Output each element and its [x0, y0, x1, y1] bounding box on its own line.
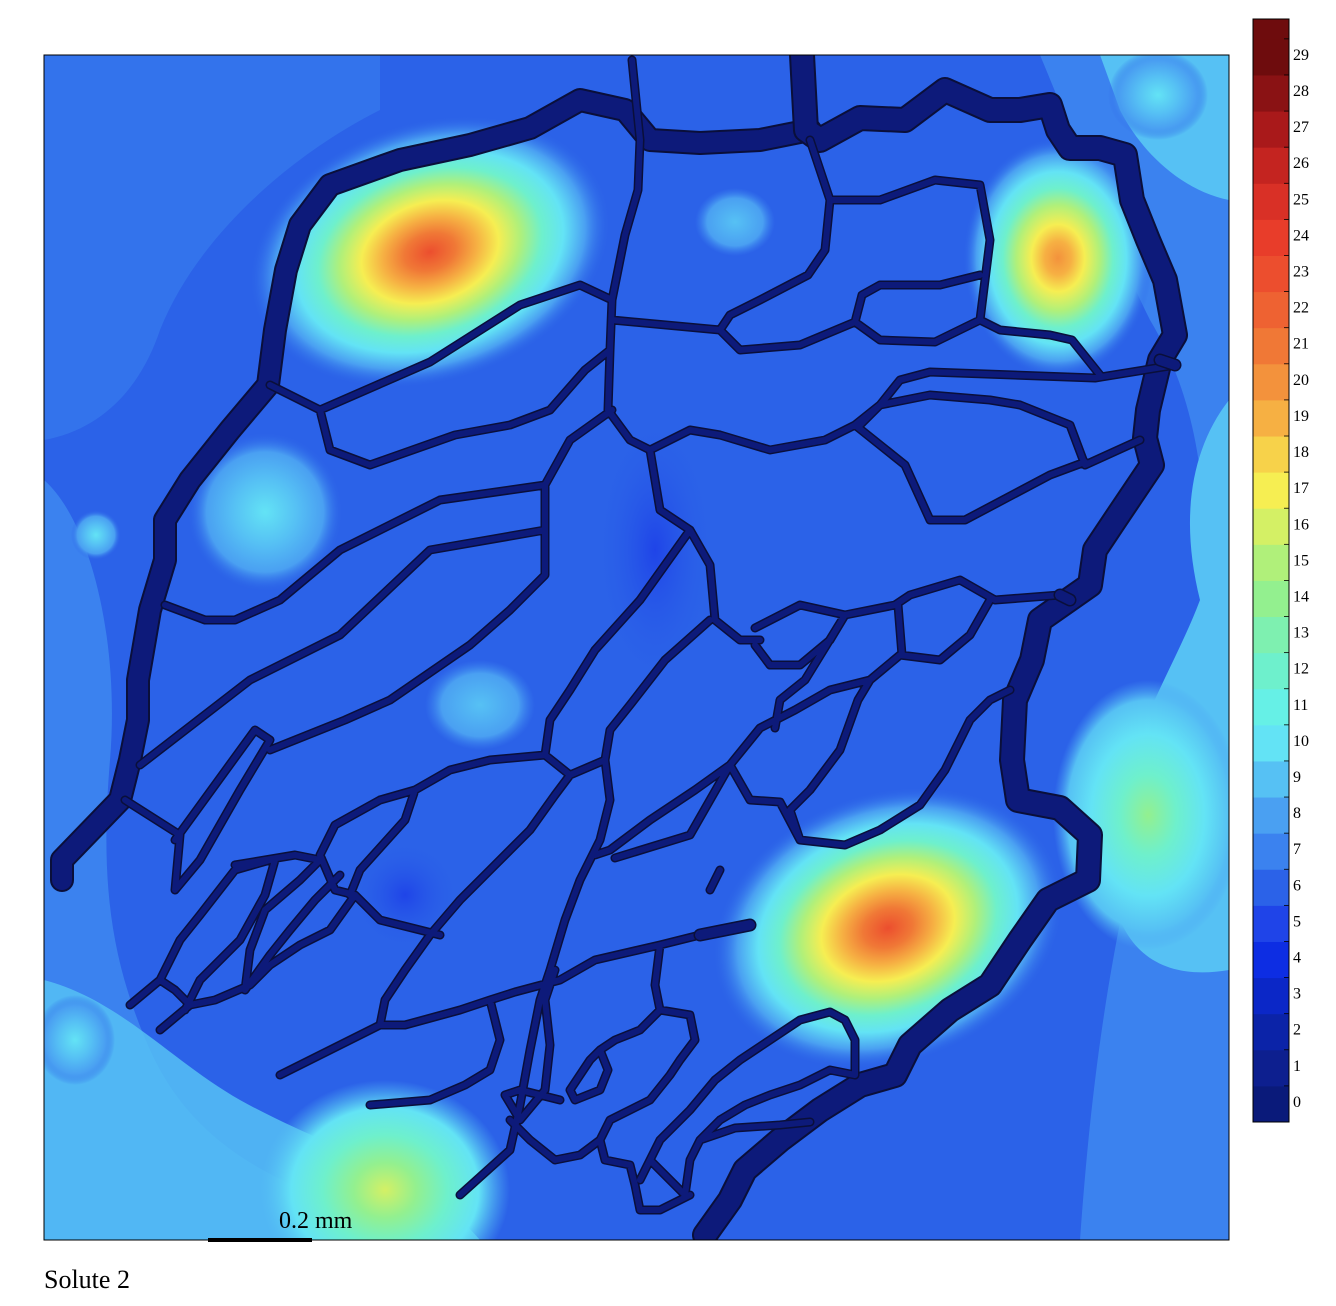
colorbar-tick-label: 13 — [1293, 625, 1309, 642]
bump-far-left — [71, 510, 121, 560]
colorbar-band — [1253, 291, 1289, 329]
colorbar-band — [1253, 941, 1289, 979]
bump-bottom-left-corner — [44, 995, 115, 1085]
colorbar-band — [1253, 905, 1289, 942]
caption: Solute 2 — [44, 1265, 130, 1294]
bump-top-center — [695, 188, 775, 256]
colorbar-band — [1253, 399, 1289, 437]
colorbar-tick-label: 3 — [1293, 986, 1301, 1003]
colorbar-band — [1253, 652, 1289, 690]
colorbar-band — [1253, 183, 1289, 220]
colorbar-tick-label: 24 — [1293, 227, 1309, 244]
colorbar-band — [1253, 688, 1289, 726]
scale-bar: 0.2 mm — [208, 1208, 353, 1242]
vessel-network — [50, 55, 1188, 1240]
colorbar-tick-label: 5 — [1293, 913, 1301, 930]
colorbar-band — [1253, 724, 1289, 762]
concentration-field — [44, 55, 1229, 1240]
colorbar-band — [1253, 111, 1289, 148]
colorbar-tick-label: 8 — [1293, 805, 1301, 822]
colorbar-tick-label: 20 — [1293, 372, 1309, 389]
colorbar-band — [1253, 38, 1289, 76]
colorbar-band — [1253, 74, 1289, 112]
colorbar-tick-label: 1 — [1293, 1058, 1301, 1075]
warm-bottom — [260, 1080, 510, 1240]
vessel-outer-thick — [50, 55, 1188, 1240]
colorbar-tick-label: 28 — [1293, 83, 1309, 100]
plot-frame — [43, 54, 1230, 1241]
colorbar-tick-label: 4 — [1293, 950, 1301, 967]
colorbar-tick-label: 29 — [1293, 47, 1309, 64]
colorbar-tick-label: 10 — [1293, 733, 1309, 750]
colorbar-band — [1253, 977, 1289, 1015]
vessel-inner-thin — [120, 55, 1182, 1215]
colorbar-band — [1253, 19, 1289, 40]
field-region-top-left — [44, 55, 380, 440]
colorbar-tick-label: 16 — [1293, 516, 1309, 533]
colorbar-band — [1253, 616, 1289, 654]
colorbar-tick-label: 17 — [1293, 480, 1309, 497]
colorbar-band — [1253, 544, 1289, 581]
bump-left — [187, 432, 343, 592]
colorbar-tick-label: 26 — [1293, 155, 1309, 172]
hotspot-top-right — [963, 138, 1153, 378]
colorbar-tick-label: 19 — [1293, 408, 1309, 425]
colorbar-tick-label: 18 — [1293, 444, 1309, 461]
colorbar-band — [1253, 833, 1289, 870]
colorbar-frame — [1252, 18, 1290, 1123]
colorbar-band — [1253, 436, 1289, 473]
colorbar-band — [1253, 580, 1289, 618]
colorbar-band — [1253, 1013, 1289, 1051]
bump-center — [425, 660, 535, 750]
colorbar-tick-label: 0 — [1293, 1094, 1301, 1111]
colorbar: 0123456789101112131415161718192021222324… — [1252, 18, 1309, 1123]
colorbar-band — [1253, 797, 1289, 834]
colorbar-band — [1253, 219, 1289, 256]
colorbar-band — [1253, 363, 1289, 401]
colorbar-tick-label: 6 — [1293, 877, 1301, 894]
colorbar-tick-label: 7 — [1293, 841, 1301, 858]
colorbar-tick-label: 27 — [1293, 119, 1309, 136]
colorbar-band — [1253, 760, 1289, 798]
colorbar-tick-label: 25 — [1293, 191, 1309, 208]
colorbar-band — [1253, 1049, 1289, 1087]
colorbar-band — [1253, 1085, 1289, 1123]
colorbar-tick-label: 22 — [1293, 300, 1309, 317]
colorbar-band — [1253, 472, 1289, 509]
scale-bar-label: 0.2 mm — [279, 1208, 353, 1234]
colorbar-band — [1253, 147, 1289, 184]
colorbar-band — [1253, 869, 1289, 906]
colorbar-band — [1253, 327, 1289, 365]
colorbar-band — [1253, 255, 1289, 293]
colorbar-tick-label: 21 — [1293, 336, 1309, 353]
colorbar-tick-label: 14 — [1293, 588, 1309, 605]
colorbar-band — [1253, 508, 1289, 545]
colorbar-tick-label: 23 — [1293, 264, 1309, 281]
colorbar-tick-label: 15 — [1293, 552, 1309, 569]
colorbar-tick-label: 12 — [1293, 661, 1309, 678]
colorbar-tick-label: 2 — [1293, 1022, 1301, 1039]
colorbar-tick-label: 9 — [1293, 769, 1301, 786]
colorbar-tick-label: 11 — [1293, 697, 1308, 714]
bump-top-right — [1108, 55, 1208, 140]
